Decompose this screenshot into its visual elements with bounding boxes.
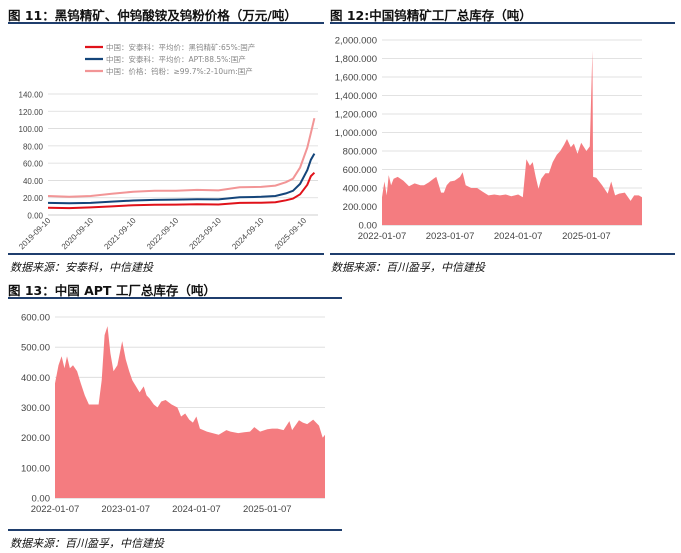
figure-12-area-chart: 0.00 200.000 400.000 600.000 800.000 1,000.00…	[335, 36, 642, 242]
y-tick-label: 1,800.000	[335, 54, 377, 65]
y-tick-label: 1,600.000	[335, 73, 377, 84]
x-tick-label: 2023-01-07	[426, 231, 475, 242]
y-tick-label: 1,400.000	[335, 91, 377, 102]
x-tick-label: 2023-01-07	[101, 504, 150, 515]
y-tick-label: 400.000	[343, 184, 377, 195]
inventory-area	[382, 50, 642, 226]
figure-11-source: 数据来源：安泰科，中信建投	[10, 261, 153, 274]
y-tick-label: 600.00	[21, 313, 50, 324]
y-tick-label: 200.000	[343, 202, 377, 213]
y-tick-label: 20.00	[23, 194, 44, 203]
figure-13-source: 数据来源：百川盈孚，中信建投	[10, 537, 164, 550]
figure-13-top-rule	[8, 297, 342, 299]
figure-13-area-chart: 0.00 100.00 200.00 300.00 400.00 500.00 600.00…	[21, 313, 325, 515]
x-tick-label: 2025-01-07	[562, 231, 611, 242]
figure-11-line-chart: 0.00 20.00 40.00 60.00 80.00 100.00 120.00 140.…	[17, 42, 318, 251]
figure-13-bottom-rule	[8, 529, 342, 531]
y-tick-label: 600.000	[343, 165, 377, 176]
inventory-area	[55, 326, 325, 498]
y-tick-label: 1,200.000	[335, 110, 377, 121]
y-tick-label: 60.00	[23, 160, 44, 169]
y-tick-label: 100.00	[21, 463, 50, 474]
figure-11-bottom-rule	[8, 253, 324, 255]
y-tick-label: 200.00	[21, 433, 50, 444]
y-tick-label: 0.00	[32, 494, 51, 505]
series-line-2	[47, 153, 316, 205]
legend-label-3: 中国：价格：钨粉：≥99.7%:2-10um:国产	[106, 66, 253, 76]
x-tick-label: 2019-09-10	[17, 216, 53, 252]
series-line-3	[47, 117, 316, 198]
y-tick-label: 80.00	[23, 142, 44, 151]
x-tick-label: 2025-09-10	[273, 216, 309, 252]
x-tick-label: 2023-09-10	[188, 216, 224, 252]
series-line-1	[47, 171, 316, 210]
y-tick-label: 500.00	[21, 343, 50, 354]
y-tick-label: 0.00	[27, 212, 43, 221]
figure-12-title: 图 12:中国钨精矿工厂总库存（吨）	[330, 8, 532, 23]
x-tick-label: 2021-09-10	[102, 216, 138, 252]
figure-12-bottom-rule	[330, 253, 675, 255]
x-tick-label: 2024-09-10	[230, 216, 266, 252]
x-tick-label: 2024-01-07	[494, 231, 543, 242]
y-tick-label: 800.000	[343, 147, 377, 158]
y-tick-label: 300.00	[21, 403, 50, 414]
x-tick-label: 2022-01-07	[31, 504, 80, 515]
figure-13-title: 图 13：中国 APT 工厂总库存（吨）	[8, 283, 216, 298]
figure-11-top-rule	[8, 22, 324, 24]
x-tick-label: 2025-01-07	[243, 504, 292, 515]
y-tick-label: 400.00	[21, 373, 50, 384]
x-tick-label: 2022-09-10	[145, 216, 181, 252]
y-tick-label: 40.00	[23, 177, 44, 186]
y-tick-label: 100.00	[19, 125, 44, 134]
y-tick-label: 1,000.000	[335, 128, 377, 139]
x-tick-label: 2022-01-07	[358, 231, 407, 242]
y-tick-label: 120.00	[19, 108, 44, 117]
figure-11-title: 图 11：黑钨精矿、仲钨酸铵及钨粉价格（万元/吨）	[8, 8, 297, 23]
legend-label-2: 中国：安泰科：平均价：APT:88.5%:国产	[106, 54, 246, 64]
figure-12-top-rule	[330, 22, 675, 24]
legend-label-1: 中国：安泰科：平均价：黑钨精矿:65%:国产	[106, 42, 255, 52]
x-tick-label: 2020-09-10	[60, 216, 96, 252]
figure-12-source: 数据来源：百川盈孚，中信建投	[331, 261, 485, 274]
y-tick-label: 0.00	[359, 221, 378, 232]
x-tick-label: 2024-01-07	[172, 504, 221, 515]
y-tick-label: 140.00	[19, 91, 44, 100]
y-tick-label: 2,000.000	[335, 36, 377, 47]
